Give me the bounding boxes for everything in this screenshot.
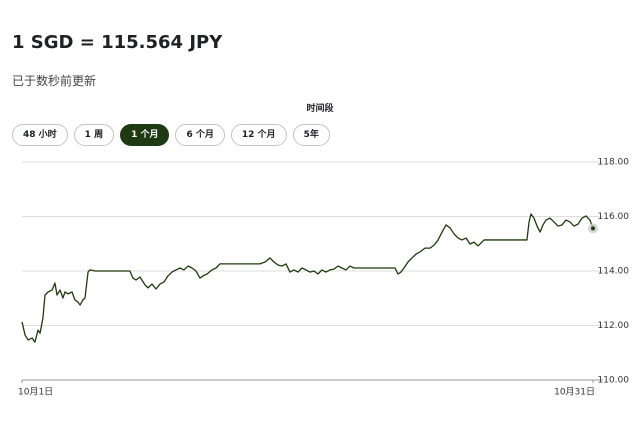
period-button[interactable]: 6 个月 <box>175 124 225 146</box>
y-tick-label: 118.00 <box>598 158 630 168</box>
x-tick-label: 10月31日 <box>554 387 595 398</box>
period-label: 时间段 <box>306 104 334 114</box>
y-tick-label: 110.00 <box>598 376 630 386</box>
last-point-dot <box>591 226 595 231</box>
price-line <box>21 213 594 343</box>
y-tick-label: 114.00 <box>598 267 630 277</box>
updated-note: 已于数秒前更新 <box>12 74 97 88</box>
y-tick-label: 116.00 <box>598 212 630 222</box>
y-tick-label: 112.00 <box>598 321 630 331</box>
period-button[interactable]: 48 小时 <box>12 124 68 146</box>
period-button[interactable]: 5年 <box>292 124 330 146</box>
period-button[interactable]: 1 周 <box>73 124 115 146</box>
x-tick-label: 10月1日 <box>18 387 53 398</box>
rate-title: 1 SGD = 115.564 JPY <box>12 32 223 53</box>
period-button[interactable]: 12 个月 <box>230 124 287 146</box>
period-button[interactable]: 1 个月 <box>120 124 170 146</box>
